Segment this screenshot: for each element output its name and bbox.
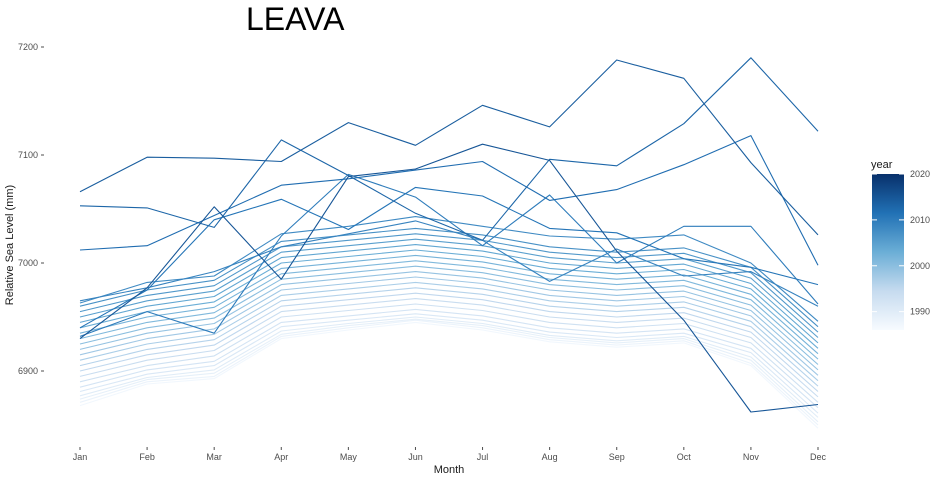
series-line-1991 [79,313,819,414]
series-line-1999 [79,271,819,371]
x-tick-label: Sep [609,452,625,462]
y-tick-label: 7100 [18,150,38,160]
series-line-2014 [79,59,819,236]
x-tick-label: Mar [206,452,222,462]
series-line-1993 [79,303,819,403]
series-line-2015 [79,143,819,413]
x-tick-label: Apr [274,452,288,462]
series-line-2001 [79,260,819,360]
colorbar-tick-label: 2020 [910,169,930,179]
colorbar-tick-label: 2000 [910,261,930,271]
series-line-2013 [79,57,819,241]
colorbar-tick-label: 2010 [910,215,930,225]
x-tick-label: Jan [73,452,88,462]
series-line-1997 [79,281,819,382]
series-line-2006 [79,233,819,333]
year-legend: year 1990 2000 2010 2020 [871,159,930,330]
plot-area: 6900 7000 7100 7200 Jan Feb Mar Apr May Jun Jul Aug… [18,42,827,462]
y-tick-label: 7200 [18,42,38,52]
x-tick-label: Feb [139,452,155,462]
x-tick-label: Jul [477,452,489,462]
series-line-2007 [79,227,819,328]
series-line-2012 [79,135,819,266]
series-line-1996 [79,287,819,387]
y-axis-title: Relative Sea Level (mm) [4,185,16,305]
series-line-1987 [79,321,819,429]
series-line-1988 [79,319,819,426]
series-line-2004 [79,244,819,344]
y-tick-label: 7000 [18,258,38,268]
x-tick-label: Nov [743,452,760,462]
x-tick-label: May [340,452,358,462]
x-tick-label: Jun [408,452,423,462]
series-line-2005 [79,238,819,338]
series-line-1995 [79,292,819,392]
series-line-1990 [79,316,819,418]
x-tick-label: Aug [542,452,558,462]
series-line-2011 [79,186,819,329]
chart-title: LEAVA [246,1,345,37]
series-line-1989 [79,318,819,423]
series-line-2003 [79,249,819,349]
series-line-1994 [79,298,819,398]
x-axis-title: Month [434,464,465,476]
series-line-1992 [79,308,819,409]
x-tick-label: Dec [810,452,827,462]
series-line-2010 [79,173,819,337]
legend-title: year [871,159,893,171]
series-line-2002 [79,254,819,355]
colorbar-tick-label: 1990 [910,307,930,317]
colorbar [872,174,904,330]
series-line-1998 [79,276,819,376]
y-tick-label: 6900 [18,366,38,376]
x-tick-label: Oct [677,452,692,462]
series-line-2009 [79,220,819,307]
series-line-2000 [79,265,819,365]
